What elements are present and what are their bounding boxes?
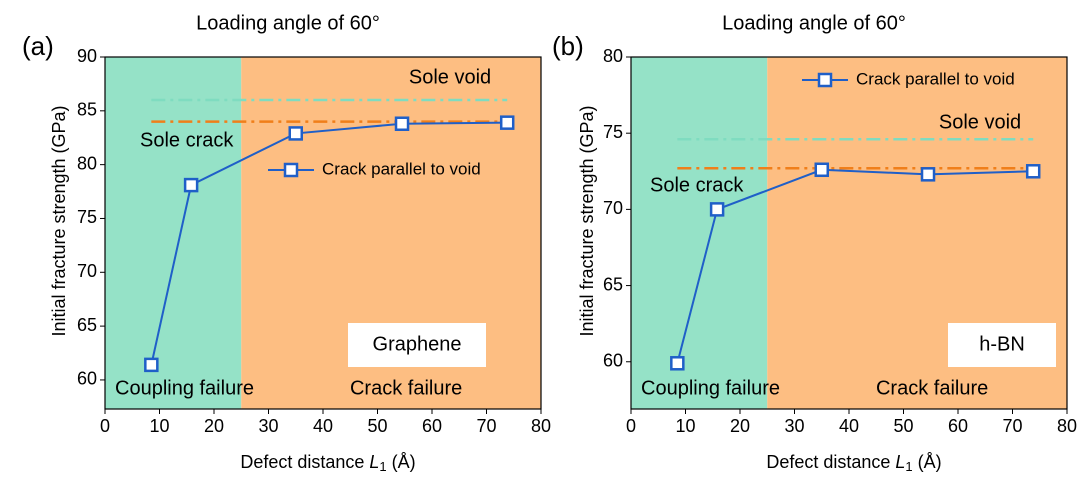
y-tick-label: 85 bbox=[77, 100, 97, 120]
x-tick-label: 80 bbox=[1057, 416, 1077, 436]
x-axis-label: Defect distance L1 (Å) bbox=[240, 452, 415, 475]
x-tick-label: 30 bbox=[784, 416, 804, 436]
x-label-unit: (Å) bbox=[392, 452, 416, 472]
x-tick-label: 40 bbox=[313, 416, 333, 436]
marker bbox=[670, 356, 685, 371]
marker bbox=[499, 115, 515, 130]
material-box bbox=[348, 323, 486, 367]
x-tick-label: 70 bbox=[1002, 416, 1022, 436]
y-tick-label: 70 bbox=[77, 261, 97, 281]
region bbox=[105, 57, 242, 409]
marker bbox=[183, 177, 199, 193]
material-box bbox=[948, 323, 1056, 367]
legend-label: Crack parallel to void bbox=[322, 159, 481, 178]
x-label-unit: (Å) bbox=[918, 452, 942, 472]
material-label: Graphene bbox=[373, 333, 462, 355]
y-tick-label: 65 bbox=[603, 274, 623, 294]
x-tick-label: 30 bbox=[258, 416, 278, 436]
reference-label: Sole void bbox=[939, 111, 1021, 133]
x-tick-label: 0 bbox=[100, 416, 110, 436]
y-tick-label: 75 bbox=[77, 207, 97, 227]
region-label: Crack failure bbox=[876, 377, 988, 399]
region-label: Coupling failure bbox=[115, 377, 254, 399]
marker bbox=[1025, 164, 1041, 179]
x-label-var: L bbox=[895, 452, 905, 472]
y-tick-label: 65 bbox=[77, 315, 97, 335]
panel-label: (a) bbox=[22, 31, 54, 61]
legend-marker bbox=[817, 72, 833, 88]
reference-label: Sole crack bbox=[140, 129, 234, 151]
legend-marker bbox=[283, 162, 299, 178]
marker bbox=[814, 162, 829, 178]
x-tick-label: 20 bbox=[730, 416, 750, 436]
y-tick-label: 60 bbox=[603, 351, 623, 371]
region-label: Crack failure bbox=[350, 377, 462, 399]
x-tick-label: 50 bbox=[367, 416, 387, 436]
region bbox=[631, 57, 768, 409]
material-label: h-BN bbox=[979, 333, 1025, 355]
x-tick-label: 60 bbox=[422, 416, 442, 436]
x-axis-label: Defect distance L1 (Å) bbox=[766, 452, 941, 475]
x-tick-label: 50 bbox=[893, 416, 913, 436]
x-tick-label: 10 bbox=[675, 416, 695, 436]
y-axis-label: Initial fracture strength (GPa) bbox=[577, 105, 597, 336]
marker bbox=[394, 116, 410, 131]
marker bbox=[709, 202, 725, 217]
x-label-text: Defect distance bbox=[766, 452, 890, 472]
y-tick-label: 90 bbox=[77, 46, 97, 66]
x-label-sub: 1 bbox=[379, 459, 386, 474]
reference-label: Sole void bbox=[409, 66, 491, 88]
panel-label: (b) bbox=[552, 31, 584, 61]
chart-title: Loading angle of 60° bbox=[196, 12, 380, 34]
reference-label: Sole crack bbox=[650, 174, 744, 196]
x-tick-label: 0 bbox=[626, 416, 636, 436]
marker bbox=[920, 167, 936, 182]
y-axis-label: Initial fracture strength (GPa) bbox=[49, 105, 69, 336]
x-tick-label: 70 bbox=[476, 416, 496, 436]
y-tick-label: 70 bbox=[603, 198, 623, 218]
x-label-var: L bbox=[369, 452, 379, 472]
y-tick-label: 60 bbox=[77, 369, 97, 389]
region-label: Coupling failure bbox=[641, 377, 780, 399]
x-tick-label: 10 bbox=[149, 416, 169, 436]
marker bbox=[144, 357, 159, 373]
legend-label: Crack parallel to void bbox=[856, 69, 1015, 88]
y-tick-label: 75 bbox=[603, 122, 623, 142]
chart-title: Loading angle of 60° bbox=[722, 12, 906, 34]
x-label-sub: 1 bbox=[905, 459, 912, 474]
x-tick-label: 40 bbox=[839, 416, 859, 436]
x-tick-label: 60 bbox=[948, 416, 968, 436]
marker bbox=[288, 126, 303, 141]
y-tick-label: 80 bbox=[77, 153, 97, 173]
y-tick-label: 80 bbox=[603, 46, 623, 66]
x-tick-label: 80 bbox=[531, 416, 551, 436]
x-label-text: Defect distance bbox=[240, 452, 364, 472]
x-tick-label: 20 bbox=[204, 416, 224, 436]
